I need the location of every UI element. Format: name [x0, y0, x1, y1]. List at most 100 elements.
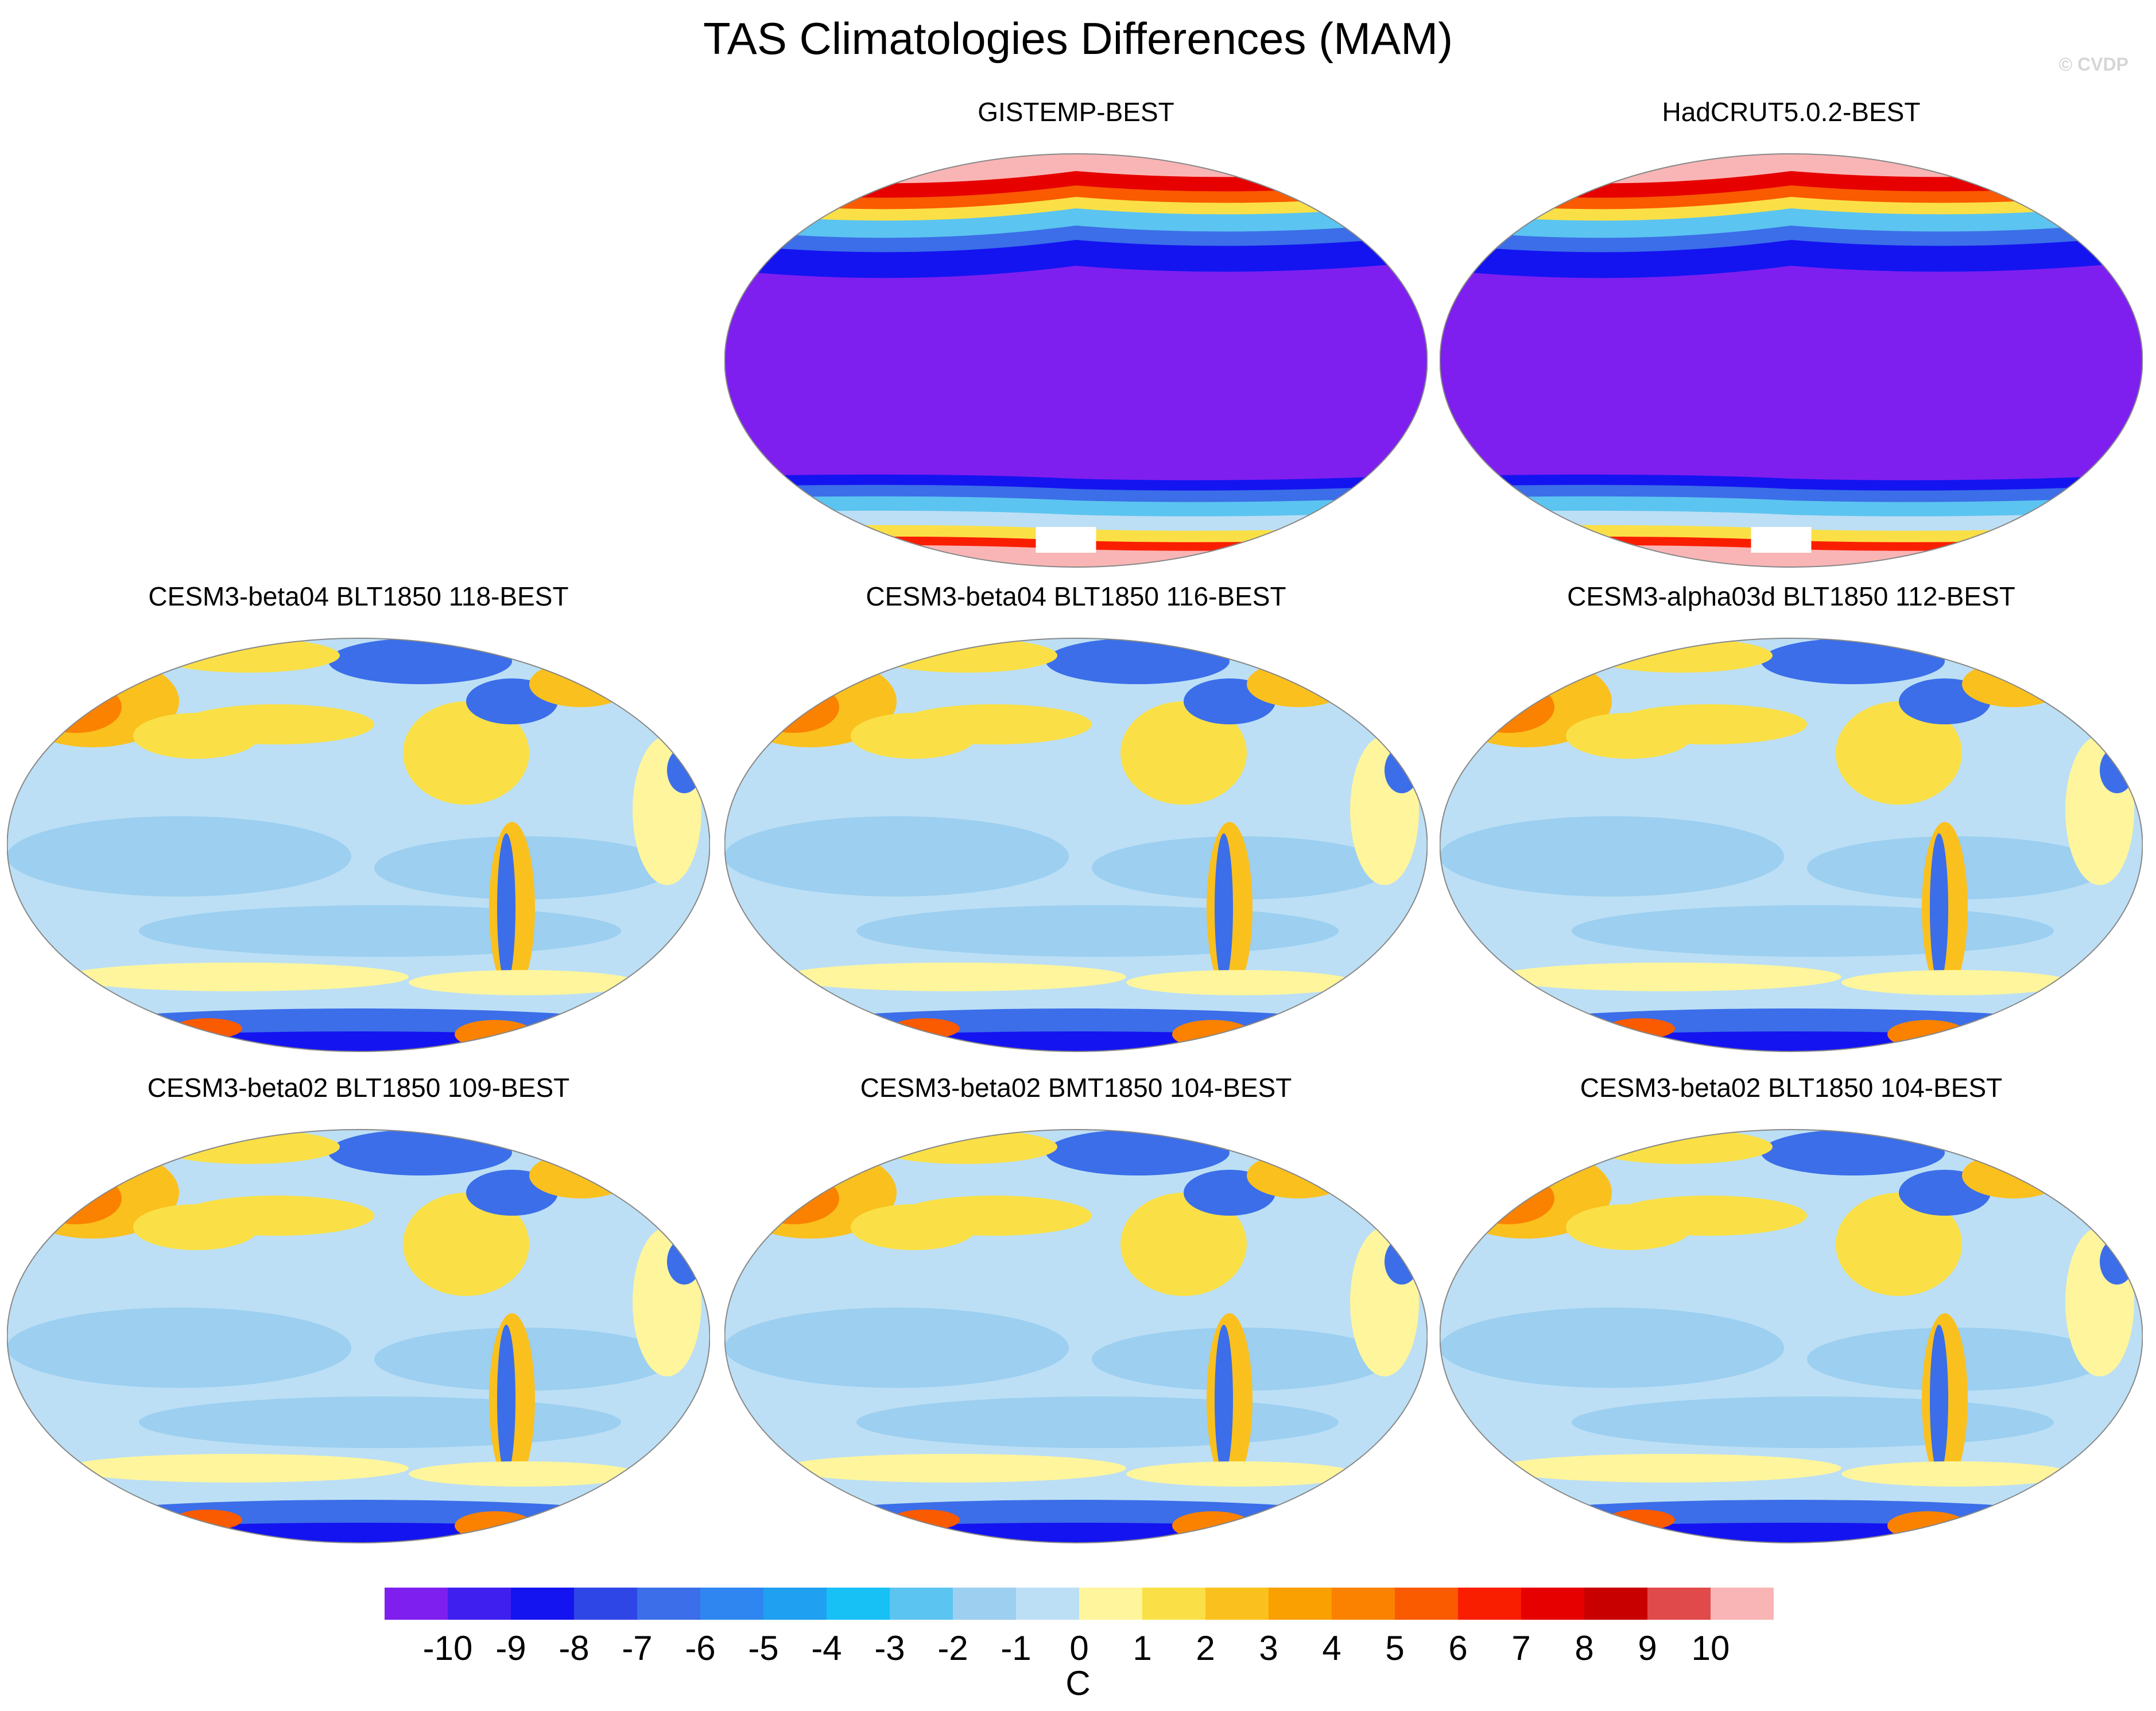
- southern-ocean-warm: [782, 963, 1126, 991]
- southern-ocean-warm: [1126, 1461, 1356, 1487]
- map-outline: [1440, 638, 2143, 1052]
- colorbar-swatch: [511, 1588, 574, 1620]
- map-svg: [724, 153, 1428, 568]
- colorbar-swatch: [1016, 1588, 1079, 1620]
- antarctic-warm: [1606, 1018, 1675, 1039]
- map-outline: [7, 1129, 710, 1543]
- map-outline: [724, 1129, 1428, 1543]
- map-panel-gistemp: GISTEMP-BEST: [724, 96, 1428, 590]
- colorbar-tick-label: 1: [1133, 1629, 1151, 1667]
- panel-title: CESM3-alpha03d BLT1850 112-BEST: [1567, 581, 2015, 611]
- colorbar-swatch: [1458, 1588, 1521, 1620]
- colorbar-swatch: [1521, 1588, 1584, 1620]
- ocean-cool-band: [7, 816, 351, 897]
- arctic-cool: [328, 638, 512, 684]
- map-svg: [1440, 1129, 2143, 1543]
- colorbar-tick-label: 7: [1511, 1629, 1530, 1667]
- antarctic-deep-cool: [777, 1523, 1374, 1543]
- africa-mild: [2065, 1227, 2134, 1376]
- ocean-cool-band: [139, 1396, 621, 1448]
- arctic-warm: [156, 638, 340, 673]
- north-america-warm: [1120, 1193, 1247, 1296]
- map-panel-b02_blt104: CESM3-beta02 BLT1850 104-BEST: [1440, 1072, 2143, 1566]
- africa-mild: [2065, 736, 2134, 885]
- map-field: [724, 638, 1428, 1052]
- atlantic-warm: [529, 1153, 633, 1198]
- andes-cool: [1930, 833, 1948, 983]
- map-field: [724, 154, 1428, 568]
- colorbar-tick-label: -5: [748, 1629, 778, 1667]
- ocean-cool-band: [1572, 905, 2054, 957]
- atlantic-warm: [1962, 1153, 2065, 1198]
- antarctic-deep-cool: [60, 1031, 657, 1052]
- southern-ocean-warm: [409, 1461, 638, 1487]
- colorbar-swatches: [385, 1588, 1774, 1620]
- antarctic-deep-cool: [1492, 1031, 2089, 1052]
- north-america-warm: [403, 1193, 529, 1296]
- andes-cool: [1215, 1325, 1233, 1474]
- map-svg: [1440, 638, 2143, 1052]
- colorbar-swatch: [890, 1588, 953, 1620]
- colorbar-tick-label: -2: [937, 1629, 968, 1667]
- ocean-cool-band: [1440, 1308, 1784, 1388]
- colorbar-tick-label: 9: [1638, 1629, 1657, 1667]
- map-svg: [724, 638, 1428, 1052]
- map-panel-b04_116: CESM3-beta04 BLT1850 116-BEST: [724, 581, 1428, 1074]
- colorbar-swatch: [827, 1588, 890, 1620]
- andes-cool: [497, 1325, 515, 1474]
- arctic-cool: [328, 1130, 512, 1175]
- asia-warm-band: [851, 713, 977, 759]
- colorbar-swatch: [1332, 1588, 1395, 1620]
- north-america-warm: [1120, 701, 1247, 805]
- antarctic-warm: [455, 1020, 535, 1049]
- eurasia-warm-core: [30, 681, 122, 733]
- colorbar-swatch: [448, 1588, 511, 1620]
- map-outline: [1440, 153, 2143, 568]
- colorbar-swatch: [637, 1588, 700, 1620]
- colorbar-swatch: [700, 1588, 763, 1620]
- colorbar: -10 -9 -8 -7 -6 -5 -4 -3 -2 -1 0 1 2 3 4 5 6 7 8 9 10 C: [385, 1588, 1774, 1702]
- asia-warm-band: [133, 1204, 259, 1250]
- colorbar-tick-label: -1: [1001, 1629, 1031, 1667]
- colorbar-swatch: [1584, 1588, 1647, 1620]
- antarctic-warm: [1887, 1511, 1968, 1540]
- antarctic-deep-cool: [1492, 1523, 2089, 1543]
- asia-warm-band: [851, 1204, 977, 1250]
- map-svg: [724, 1129, 1428, 1543]
- map-outline: [1440, 1129, 2143, 1543]
- colorbar-labels: -10 -9 -8 -7 -6 -5 -4 -3 -2 -1 0 1 2 3 4 5 6 7 8 9 10: [423, 1629, 1730, 1667]
- map-field: [7, 638, 710, 1052]
- africa-cool: [1385, 1239, 1419, 1285]
- arctic-warm: [1589, 1130, 1773, 1164]
- arctic-warm: [1589, 638, 1773, 673]
- ocean-cool-band: [856, 905, 1339, 957]
- map-svg: [1440, 153, 2143, 568]
- africa-cool: [2100, 1239, 2134, 1285]
- colorbar-tick-label: -10: [423, 1629, 473, 1667]
- colorbar-tick-label: 10: [1692, 1629, 1730, 1667]
- andes-cool: [497, 833, 515, 983]
- colorbar-tick-label: -7: [622, 1629, 652, 1667]
- southern-ocean-warm: [1841, 1461, 2071, 1487]
- colorbar-swatch: [1205, 1588, 1269, 1620]
- panel-title: CESM3-beta04 BLT1850 118-BEST: [148, 581, 569, 611]
- colorbar-unit-label: C: [1065, 1664, 1090, 1702]
- north-america-warm: [1836, 701, 1962, 805]
- andes-cool: [1215, 833, 1233, 983]
- eurasia-warm-core: [30, 1173, 122, 1224]
- map-outline: [724, 638, 1428, 1052]
- southern-ocean-warm: [1126, 970, 1356, 995]
- colorbar-swatch: [763, 1588, 827, 1620]
- antarctic-warm: [1887, 1020, 1968, 1049]
- panel-title: CESM3-beta02 BLT1850 104-BEST: [1580, 1073, 2003, 1103]
- asia-warm-band: [133, 713, 259, 759]
- map-panel-a03d_112: CESM3-alpha03d BLT1850 112-BEST: [1440, 581, 2143, 1074]
- africa-mild: [633, 1227, 701, 1376]
- map-svg: [7, 638, 710, 1052]
- atlantic-warm: [1247, 1153, 1350, 1198]
- map-field: [1440, 154, 2143, 568]
- colorbar-swatch: [1711, 1588, 1774, 1620]
- southern-ocean-warm: [64, 963, 409, 991]
- colorbar-tick-label: 3: [1259, 1629, 1278, 1667]
